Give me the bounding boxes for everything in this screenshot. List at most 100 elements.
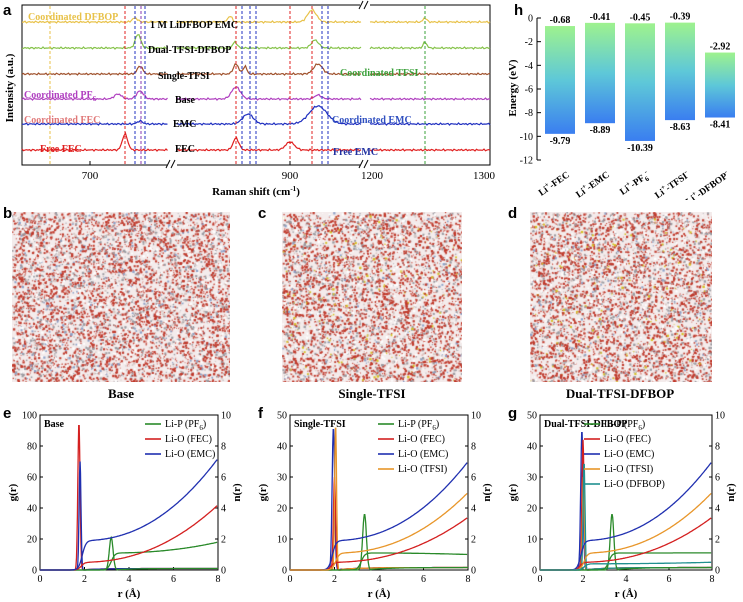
energy-category-0: Li+-FEC [535, 168, 571, 199]
panel-label-h: h [514, 2, 524, 19]
rdf-ntick-5: 10 [715, 411, 725, 422]
rdf-gtick-3: 30 [527, 473, 537, 484]
rdf-ntick-5: 10 [471, 411, 481, 422]
energy-category-2: Li+-PF6- [617, 167, 654, 199]
raman-line-3 [21, 86, 491, 101]
panel-label-c: c [258, 205, 267, 222]
raman-xlabel: Raman shift (cm-1) [212, 185, 300, 198]
energy-bars: -0.68 -9.79 Li+-FEC -0.41 -8.89 Li+-EMC -0.45 -… [535, 12, 735, 200]
rdf-ntick-2: 4 [471, 504, 476, 515]
rdf-legend-1: Li-O (FEC) [398, 434, 445, 445]
rdf-n-curve-1 [290, 517, 468, 571]
rdf-legend-0: Li-P (PF6) [165, 419, 206, 432]
md-snapshot-base [12, 212, 230, 382]
energy-top-label-2: -0.45 [630, 12, 651, 23]
raman-line-0 [22, 8, 491, 24]
raman-series [21, 8, 491, 152]
rdf-g-curve-2 [40, 535, 218, 571]
rdf-gtick-3: 60 [27, 473, 37, 484]
rdf-ntick-3: 6 [471, 473, 476, 484]
panel-label-g: g [508, 405, 518, 422]
energy-bottom-label-1: -8.89 [590, 125, 611, 136]
rdf-n-curve-1 [40, 505, 218, 571]
ann-coord-emc: Coordinated EMC [332, 115, 412, 126]
rdf-xtick-0: 0 [538, 574, 543, 585]
energy-ytick-1: -2 [525, 37, 533, 48]
energy-ytick-0: 0 [528, 14, 533, 25]
ann-coord-dfbop: Coordinated DFBOP [28, 12, 118, 23]
energy-ytick-2: -4 [525, 61, 533, 72]
panel-label-f: f [258, 405, 263, 422]
rdf-gtick-2: 20 [277, 504, 287, 515]
rdf-ntick-4: 8 [471, 442, 476, 453]
energy-ytick-4: -8 [525, 108, 533, 119]
ann-free-fec: Free FEC [40, 144, 82, 155]
rdf-n-curve-2 [40, 459, 218, 571]
rdf-title: Single-TFSI [294, 419, 346, 430]
energy-bar-3 [665, 22, 695, 121]
rdf-legend-0: Li-P (PF6) [604, 419, 645, 432]
rdf-gtick-4: 40 [277, 442, 287, 453]
rdf-xtick-2: 4 [624, 574, 629, 585]
rdf-ntick-0: 0 [471, 566, 476, 577]
rdf-gtick-1: 20 [27, 535, 37, 546]
energy-bar-1 [585, 22, 615, 124]
energy-bar-0 [545, 26, 575, 134]
rdf-xtick-3: 6 [171, 574, 176, 585]
rdf-xtick-4: 8 [710, 574, 715, 585]
rdf-ntick-3: 6 [221, 473, 226, 484]
rdf-legend-2: Li-O (EMC) [165, 449, 215, 460]
rdf-legend-4: Li-O (DFBOP) [604, 479, 665, 490]
rdf-g-curve-4 [540, 513, 712, 571]
rdf-gtick-1: 10 [277, 535, 287, 546]
energy-top-label-0: -0.68 [550, 15, 571, 26]
ann-coord-fec: Coordinated FEC [24, 115, 100, 126]
rdf-ylabel-left: g(r) [7, 483, 19, 501]
rdf-xtick-3: 6 [421, 574, 426, 585]
rdf-n-curve-3 [290, 492, 468, 571]
rdf-legend-3: Li-O (TFSI) [398, 464, 447, 475]
raman-chart: 700 900 1200 1300 Raman shift (cm-1) Int… [4, 0, 496, 198]
energy-top-label-1: -0.41 [590, 12, 611, 23]
rdf-ylabel-right: n(r) [231, 483, 243, 502]
rdf-g-curve-3 [290, 513, 468, 571]
energy-ytick-5: -10 [520, 132, 533, 143]
rdf-xlabel: r (Å) [368, 588, 391, 600]
md-snapshot-dual [530, 212, 712, 382]
energy-ytick-6: -12 [520, 156, 533, 167]
rdf-xtick-4: 8 [466, 574, 471, 585]
raman-line-2 [21, 63, 491, 76]
ann-coord-pf: Coordinated PF6 [24, 90, 97, 103]
rdf-title: Base [44, 419, 65, 430]
rdf-legend-3: Li-O (TFSI) [604, 464, 653, 475]
rdf-ylabel-left: g(r) [257, 483, 269, 501]
rdf-g-curve-1 [40, 461, 218, 571]
rdf-legend-2: Li-O (EMC) [604, 449, 654, 460]
rdf-ntick-0: 0 [715, 566, 720, 577]
rdf-n-curve-1 [540, 517, 712, 571]
rdf-ntick-0: 0 [221, 566, 226, 577]
md-snapshot-single [282, 212, 462, 382]
rdf-ntick-5: 10 [221, 411, 231, 422]
energy-ylabel: Energy (eV) [507, 59, 519, 116]
raman-ylabel: Intensity (a.u.) [4, 53, 16, 122]
rdf-xtick-1: 2 [332, 574, 337, 585]
energy-yticks: 0 -2 -4 -6 -8 -10 -12 [520, 14, 541, 167]
raman-xtick-1300: 1300 [473, 170, 496, 182]
raman-line-4 [21, 105, 491, 126]
energy-chart: 0 -2 -4 -6 -8 -10 -12 Energy (eV) -0.68 -9.79 Li… [507, 12, 735, 200]
rdf-gtick-1: 10 [527, 535, 537, 546]
energy-category-3: Li+-TFSI- [652, 167, 692, 200]
energy-bottom-label-2: -10.39 [627, 143, 653, 154]
raman-line-1 [21, 34, 491, 50]
rdf-ntick-4: 8 [221, 442, 226, 453]
rdf-legend-1: Li-O (FEC) [165, 434, 212, 445]
rdf-ntick-4: 8 [715, 442, 720, 453]
energy-bottom-label-0: -9.79 [550, 136, 571, 147]
rdf-gtick-5: 50 [277, 411, 287, 422]
rdf-gtick-0: 0 [282, 566, 287, 577]
label-fec: FEC [175, 144, 195, 155]
raman-xtick-1200: 1200 [361, 170, 384, 182]
